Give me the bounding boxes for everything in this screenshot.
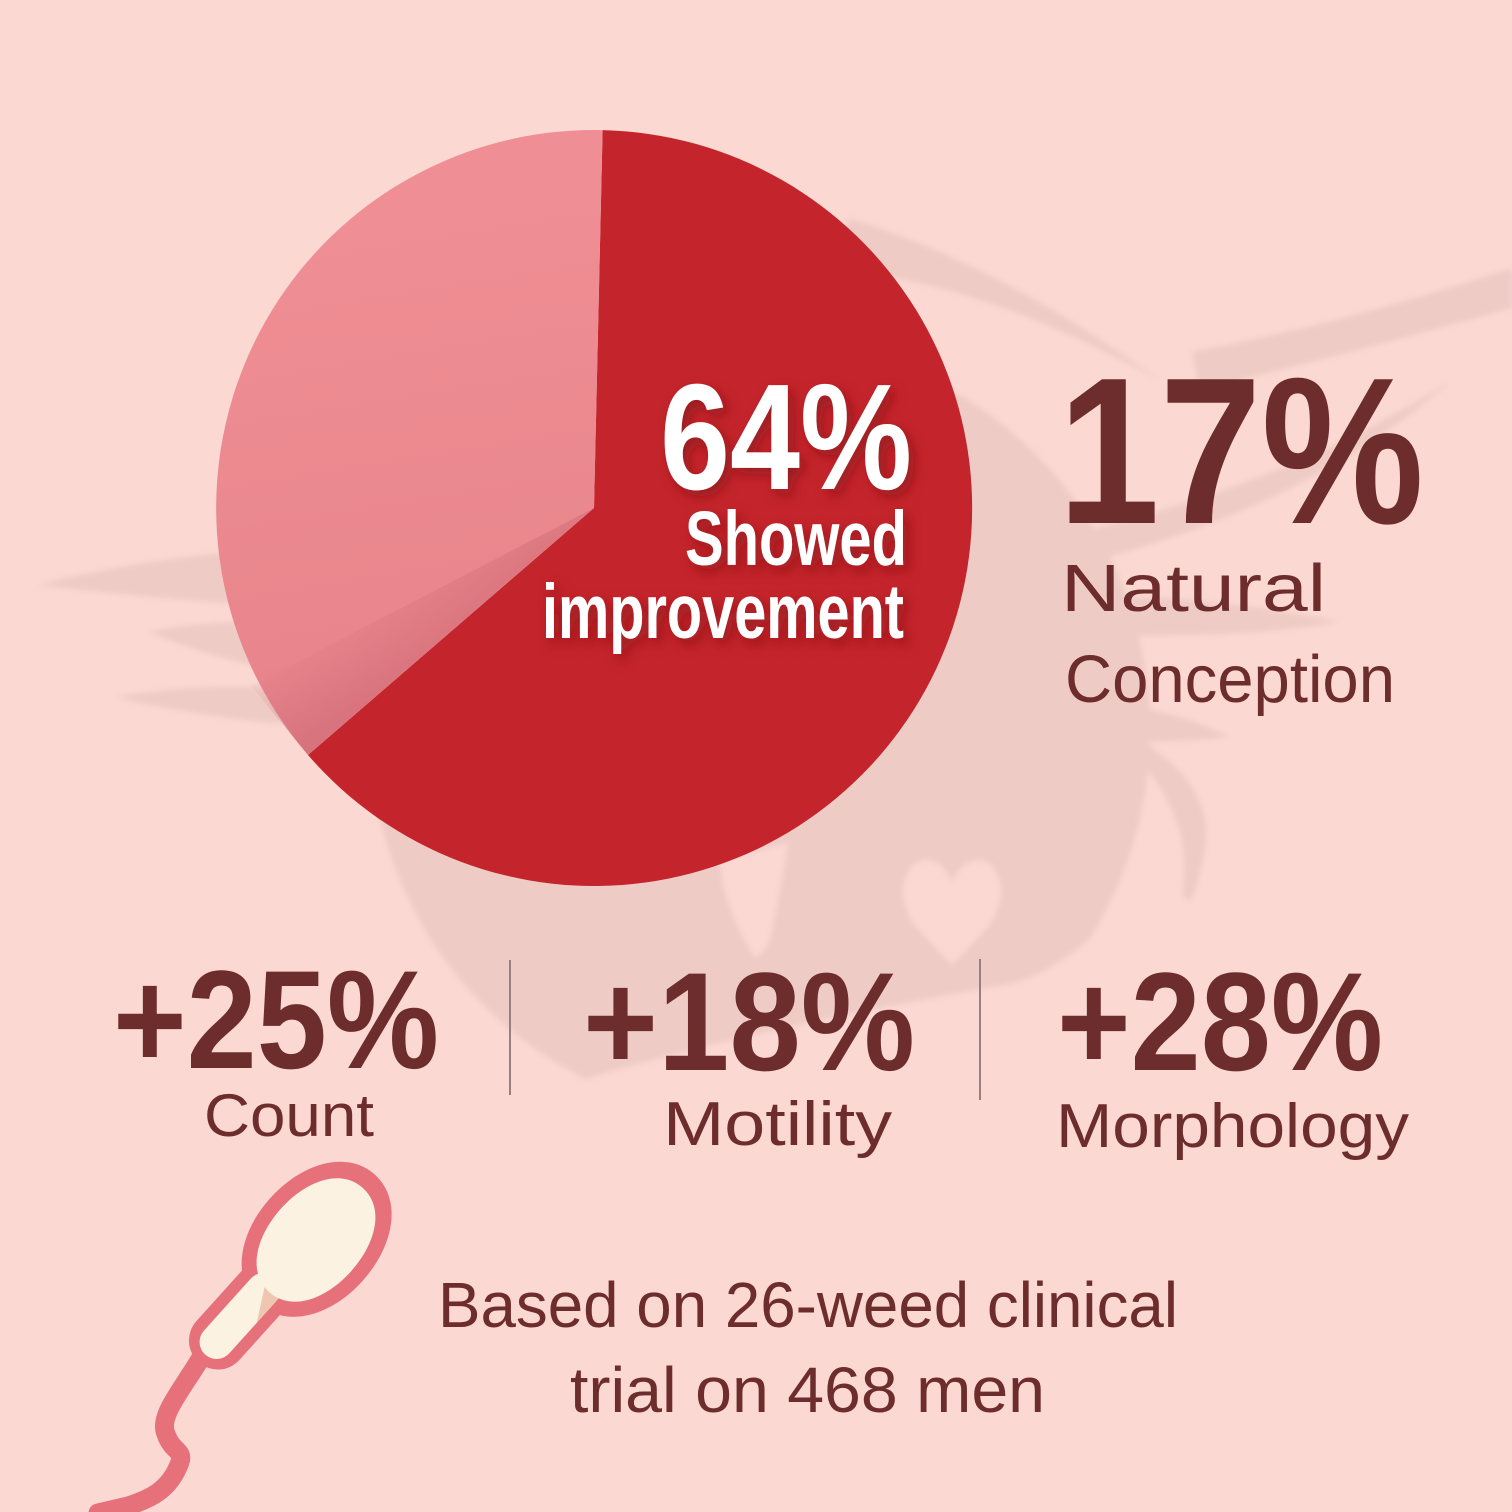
svg-text:Count: Count [204, 1082, 374, 1149]
svg-text:64%: 64% [660, 352, 912, 521]
svg-text:+18%: +18% [583, 943, 915, 1100]
svg-text:Conception: Conception [1065, 642, 1395, 717]
svg-text:Morphology: Morphology [1056, 1092, 1409, 1161]
svg-text:trial on 468 men: trial on 468 men [570, 1354, 1045, 1426]
svg-text:Natural: Natural [1061, 551, 1326, 626]
svg-text:Motility: Motility [663, 1090, 892, 1159]
svg-text:17%: 17% [1058, 335, 1424, 568]
svg-text:Based on 26-weed clinical: Based on 26-weed clinical [438, 1269, 1178, 1341]
svg-text:+25%: +25% [113, 941, 439, 1098]
svg-text:Showed: Showed [685, 496, 907, 582]
svg-text:+28%: +28% [1057, 943, 1383, 1100]
svg-text:improvement: improvement [542, 569, 904, 655]
